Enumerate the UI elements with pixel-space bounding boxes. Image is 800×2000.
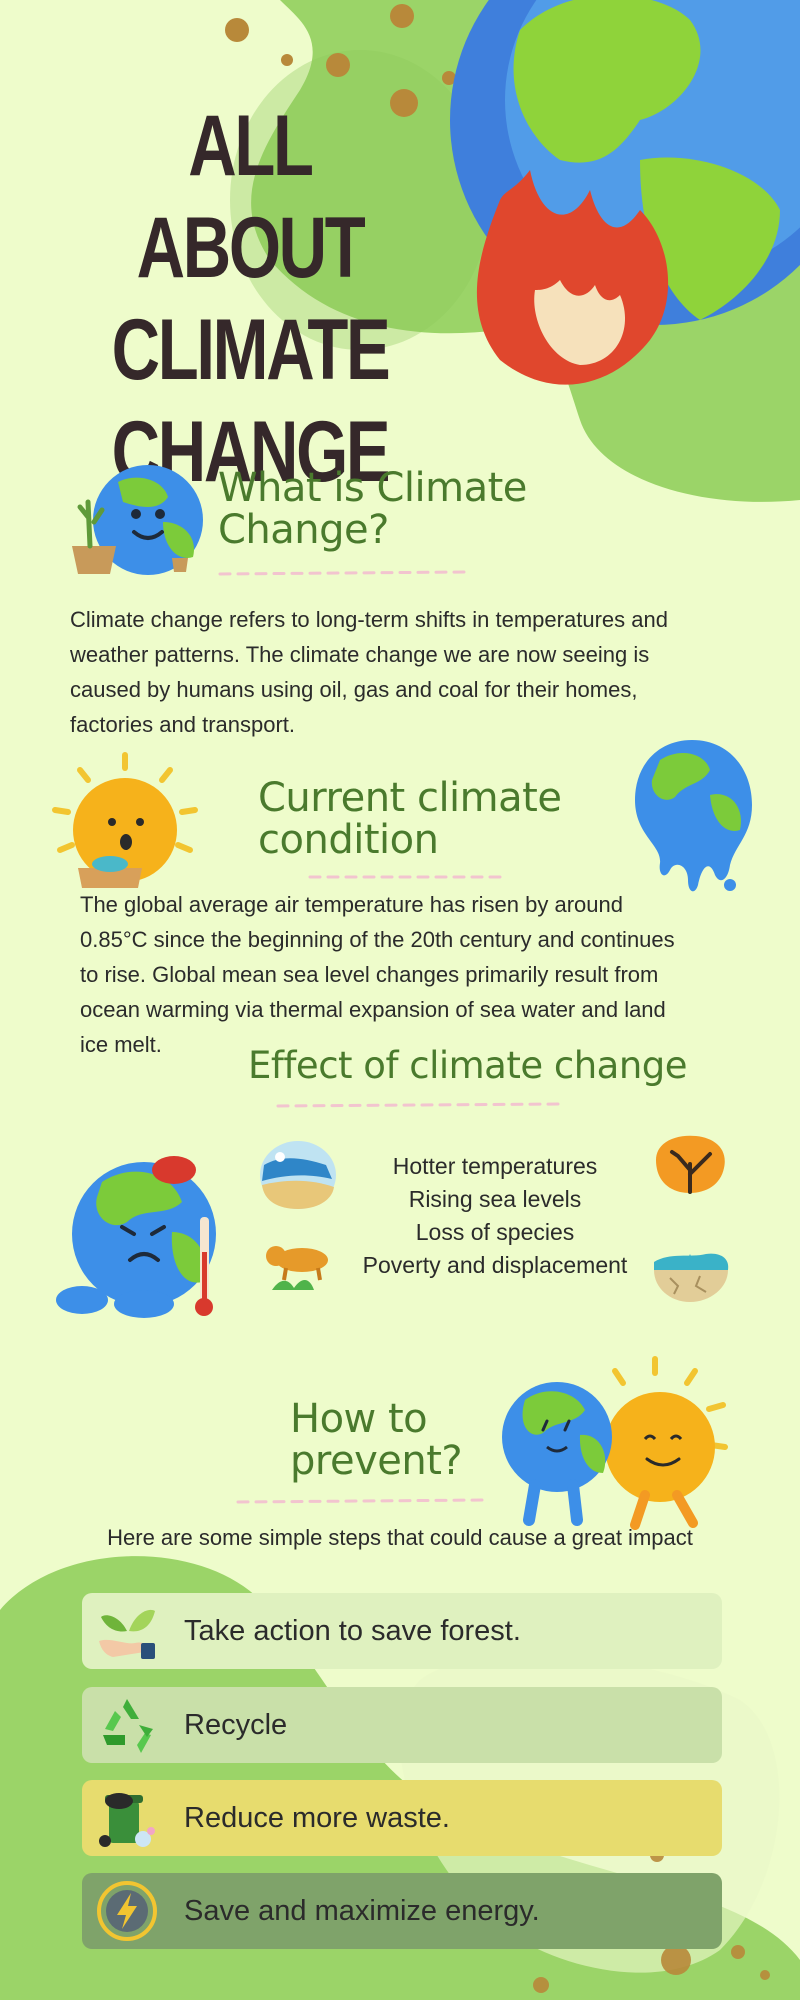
section2-body-line: The global average air temperature has r… <box>80 892 623 917</box>
section2-body-line: 0.85°C since the beginning of the 20th c… <box>80 927 675 952</box>
plant-hand-icon <box>92 1596 162 1666</box>
effect-item: Loss of species <box>415 1219 575 1245</box>
happy-globe-plant-icon <box>72 465 203 575</box>
section2-heading-line-2: condition <box>258 817 439 863</box>
step-label: Reduce more waste. <box>184 1801 450 1834</box>
trash-bin-icon <box>92 1783 162 1853</box>
globe-and-sun-friends-icon <box>502 1356 728 1530</box>
section4-heading: How to prevent? <box>290 1396 463 1484</box>
effect-item: Hotter temperatures <box>392 1153 598 1179</box>
section1-body-line: factories and transport. <box>70 712 296 737</box>
section1-heading-line-2: Change? <box>218 507 389 553</box>
section2-body-line: to rise. Global mean sea level changes p… <box>80 962 659 987</box>
section2-body-line: ice melt. <box>80 1032 162 1057</box>
section1-body-line: caused by humans using oil, gas and coal… <box>70 677 638 702</box>
section2-heading-line-1: Current climate <box>258 775 562 821</box>
section4-heading-line-1: How to <box>290 1396 428 1442</box>
effect-item: Poverty and displacement <box>362 1252 628 1278</box>
step-save-forest: Take action to save forest. <box>82 1593 722 1669</box>
top-blob-highlight <box>230 50 490 350</box>
step-label: Recycle <box>184 1708 288 1741</box>
main-title: ALL ABOUT CLIMATE CHANGE <box>110 95 391 503</box>
section1-body-line: Climate change refers to long-term shift… <box>70 607 668 632</box>
section1-heading-line-1: What is Climate <box>218 465 527 511</box>
energy-bolt-icon <box>92 1876 162 1946</box>
effect-item: Rising sea levels <box>408 1186 582 1212</box>
step-label: Take action to save forest. <box>184 1614 521 1647</box>
section2-body: The global average air temperature has r… <box>80 887 780 1062</box>
section2-body-line: ocean warming via thermal expansion of s… <box>80 997 666 1022</box>
sick-globe-icon <box>56 1156 216 1318</box>
wildlife-icon <box>266 1246 328 1290</box>
section1-body: Climate change refers to long-term shift… <box>70 602 770 742</box>
section3-heading: Effect of climate change <box>248 1044 688 1087</box>
step-save-energy: Save and maximize energy. <box>82 1873 722 1949</box>
effects-list: Hotter temperatures Rising sea levels Lo… <box>330 1150 660 1282</box>
melting-globe-icon <box>635 740 752 892</box>
step-label: Save and maximize energy. <box>184 1894 540 1927</box>
section2-heading: Current climate condition <box>258 775 562 863</box>
section4-heading-line-2: prevent? <box>290 1438 463 1484</box>
hot-sun-icon <box>52 752 198 888</box>
globe-fire-illustration <box>450 0 800 385</box>
decorative-dots-top <box>225 4 456 117</box>
step-reduce-waste: Reduce more waste. <box>82 1780 722 1856</box>
dashed-underlines <box>218 570 562 1504</box>
beach-icon <box>260 1141 336 1209</box>
step-recycle: Recycle <box>82 1687 722 1763</box>
title-line-2: CLIMATE <box>111 302 391 398</box>
dry-land-icon <box>654 1253 729 1302</box>
section1-body-line: weather patterns. The climate change we … <box>70 642 650 667</box>
recycle-icon <box>92 1690 162 1760</box>
title-line-1: ALL ABOUT <box>136 98 366 296</box>
drought-tree-icon <box>656 1135 725 1194</box>
section4-intro: Here are some simple steps that could ca… <box>107 1525 693 1550</box>
section1-heading: What is Climate Change? <box>218 467 527 551</box>
